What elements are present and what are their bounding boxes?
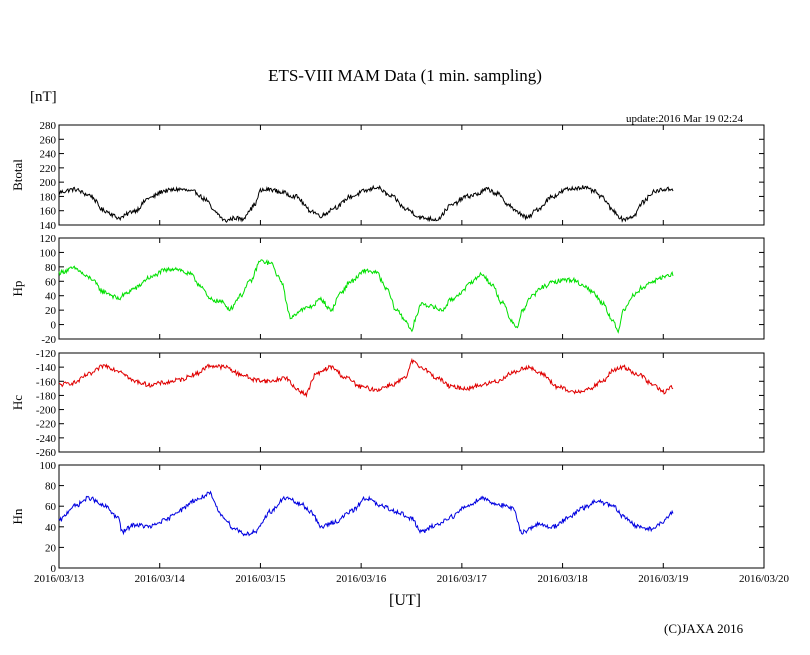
update-timestamp: update:2016 Mar 19 02:24: [626, 113, 744, 125]
y-tick-label: -260: [36, 447, 57, 459]
x-tick-label: 2016/03/16: [336, 573, 387, 585]
y-tick-label: -160: [36, 376, 57, 388]
y-tick-label: 100: [40, 247, 57, 259]
x-tick-label: 2016/03/18: [538, 573, 589, 585]
x-tick-label: 2016/03/19: [638, 573, 689, 585]
y-tick-label: -140: [36, 362, 57, 374]
series-label-hc: Hc: [10, 395, 25, 410]
y-tick-label: 0: [51, 320, 57, 332]
x-axis-unit-label: [UT]: [389, 592, 421, 609]
y-tick-label: 160: [40, 206, 57, 218]
y-tick-label: 80: [45, 481, 57, 493]
copyright-label: (C)JAXA 2016: [664, 621, 744, 636]
x-tick-label: 2016/03/20: [739, 573, 790, 585]
y-tick-label: -120: [36, 348, 57, 360]
x-tick-label: 2016/03/17: [437, 573, 488, 585]
y-tick-label: 20: [45, 542, 57, 554]
series-line-hp: [58, 259, 674, 334]
series-label-btotal: Btotal: [10, 159, 25, 191]
y-tick-label: 80: [45, 262, 57, 274]
x-tick-label: 2016/03/13: [34, 573, 85, 585]
x-tick-label: 2016/03/15: [235, 573, 286, 585]
y-tick-label: 120: [40, 233, 57, 245]
y-tick-label: -20: [41, 334, 56, 346]
x-tick-label: 2016/03/14: [135, 573, 186, 585]
series-line-hc: [58, 357, 674, 398]
y-tick-label: 40: [45, 522, 57, 534]
panel-frame-hn: [58, 464, 765, 569]
chart-title: ETS-VIII MAM Data (1 min. sampling): [268, 66, 542, 85]
y-tick-label: 0: [51, 563, 57, 575]
y-tick-label: 60: [45, 501, 57, 513]
y-tick-label: 260: [40, 134, 57, 146]
panel-frame-hp: [58, 237, 765, 340]
y-tick-label: 40: [45, 291, 57, 303]
y-unit-label: [nT]: [30, 89, 57, 105]
series-label-hn: Hn: [10, 508, 25, 524]
panel-frame-btotal: [58, 124, 765, 226]
y-tick-label: 280: [40, 120, 57, 132]
y-tick-label: 140: [40, 220, 57, 232]
panel-frame-hc: [58, 352, 765, 453]
y-tick-label: -240: [36, 433, 57, 445]
y-tick-label: 60: [45, 276, 57, 288]
y-tick-label: 200: [40, 177, 57, 189]
series-label-hp: Hp: [10, 281, 25, 297]
y-tick-label: 220: [40, 163, 57, 175]
series-line-hn: [58, 490, 674, 537]
y-tick-label: 100: [40, 460, 57, 472]
y-tick-label: 20: [45, 305, 57, 317]
y-tick-label: -180: [36, 390, 57, 402]
y-tick-label: -220: [36, 419, 57, 431]
y-tick-label: -200: [36, 405, 57, 417]
series-line-btotal: [58, 184, 674, 223]
y-tick-label: 180: [40, 191, 57, 203]
y-tick-label: 240: [40, 149, 57, 161]
